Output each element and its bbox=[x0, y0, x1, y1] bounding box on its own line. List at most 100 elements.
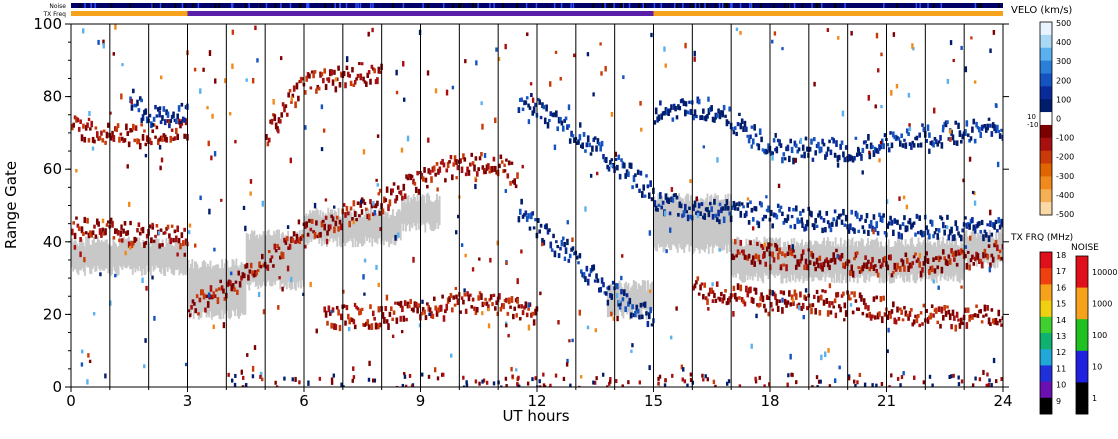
velocity-echo-cell bbox=[507, 160, 511, 166]
velocity-echo-cell bbox=[944, 259, 948, 266]
velocity-echo-cell bbox=[345, 205, 349, 212]
velocity-echo-cell bbox=[894, 268, 898, 272]
velocity-echo-cell bbox=[152, 123, 156, 127]
velocity-colorbar-swatch bbox=[1040, 163, 1052, 177]
ground-scatter-cell bbox=[951, 240, 954, 277]
ground-scatter-cell bbox=[237, 268, 240, 319]
velocity-echo-cell bbox=[911, 222, 915, 228]
velocity-echo-near-range bbox=[948, 374, 951, 379]
noise-strip-tick bbox=[622, 3, 624, 8]
ground-scatter-cell bbox=[867, 238, 869, 275]
velocity-echo-cell bbox=[514, 298, 518, 303]
velocity-echo-cell bbox=[721, 297, 725, 304]
velocity-echo-cell bbox=[140, 227, 143, 231]
ground-scatter-cell bbox=[164, 246, 167, 277]
noise-strip-tick bbox=[461, 3, 464, 8]
velocity-echo-scatter bbox=[244, 225, 247, 232]
velocity-echo-cell bbox=[159, 135, 163, 141]
velocity-echo-cell bbox=[399, 190, 403, 196]
velocity-echo-cell bbox=[288, 89, 292, 93]
velocity-echo-cell bbox=[334, 324, 338, 331]
velocity-echo-cell bbox=[665, 108, 669, 116]
velocity-echo-cell bbox=[713, 292, 716, 299]
velocity-echo-cell bbox=[779, 143, 783, 148]
velocity-echo-cell bbox=[359, 308, 363, 315]
velocity-echo-cell bbox=[930, 140, 934, 146]
velocity-echo-scatter bbox=[304, 125, 307, 130]
ground-scatter-cell bbox=[129, 240, 132, 270]
txfreq-segment-1 bbox=[187, 11, 654, 16]
velocity-echo-cell bbox=[897, 231, 901, 239]
velocity-echo-cell bbox=[600, 277, 604, 284]
velocity-echo-cell bbox=[353, 79, 357, 85]
ground-scatter-cell bbox=[974, 232, 977, 263]
velocity-echo-cell bbox=[940, 216, 944, 221]
noise-strip-tick bbox=[427, 3, 429, 8]
velocity-echo-cell bbox=[904, 142, 908, 149]
velocity-echo-cell bbox=[125, 231, 128, 236]
ground-scatter-cell bbox=[993, 239, 996, 269]
velocity-echo-near-range bbox=[638, 380, 642, 385]
velocity-echo-cell bbox=[272, 113, 275, 117]
velocity-echo-cell bbox=[954, 324, 958, 332]
velocity-echo-scatter bbox=[421, 299, 424, 304]
velocity-echo-cell bbox=[908, 262, 912, 269]
velocity-echo-scatter bbox=[487, 323, 491, 329]
velocity-echo-cell bbox=[389, 306, 393, 312]
velocity-echo-cell bbox=[733, 239, 737, 245]
velocity-echo-near-range bbox=[664, 378, 667, 383]
ground-scatter-cell bbox=[784, 241, 787, 279]
velocity-echo-cell bbox=[857, 148, 860, 156]
velocity-echo-scatter bbox=[879, 140, 883, 145]
velocity-echo-near-range bbox=[462, 385, 466, 387]
velocity-echo-cell bbox=[83, 216, 87, 224]
velocity-echo-cell bbox=[285, 112, 289, 117]
velocity-echo-cell bbox=[259, 264, 263, 269]
velocity-echo-cell bbox=[284, 104, 288, 109]
velocity-echo-scatter bbox=[562, 376, 566, 382]
y-tick-label: 60 bbox=[43, 160, 62, 178]
velocity-echo-cell bbox=[717, 209, 720, 217]
velocity-echo-cell bbox=[911, 140, 915, 145]
ground-scatter-cell bbox=[195, 261, 198, 313]
velocity-echo-cell bbox=[803, 226, 806, 232]
noise-strip-tick bbox=[611, 3, 613, 8]
velocity-echo-cell bbox=[351, 318, 354, 323]
velocity-echo-scatter bbox=[960, 285, 963, 289]
ground-scatter-cell bbox=[873, 240, 876, 277]
velocity-echo-cell bbox=[353, 324, 357, 330]
y-axis-label: Range Gate bbox=[2, 161, 20, 249]
velocity-echo-cell bbox=[871, 145, 874, 149]
ground-scatter-cell bbox=[700, 197, 702, 249]
velocity-echo-cell bbox=[757, 221, 761, 229]
velocity-echo-cell bbox=[385, 319, 389, 324]
velocity-echo-scatter bbox=[315, 328, 318, 334]
velocity-echo-scatter bbox=[436, 187, 439, 192]
velocity-echo-scatter bbox=[126, 164, 129, 169]
velocity-echo-cell bbox=[371, 310, 375, 317]
velocity-echo-cell bbox=[564, 247, 568, 255]
velocity-echo-cell bbox=[333, 226, 336, 234]
velocity-echo-cell bbox=[971, 314, 974, 320]
velocity-echo-cell bbox=[751, 138, 755, 145]
velocity-echo-cell bbox=[408, 173, 411, 178]
velocity-echo-cell bbox=[279, 119, 282, 124]
velocity-echo-cell bbox=[667, 109, 670, 117]
velocity-echo-cell bbox=[772, 257, 776, 263]
velocity-echo-scatter bbox=[696, 212, 700, 219]
velocity-echo-cell bbox=[116, 123, 120, 129]
velocity-colorbar-swatch bbox=[1040, 112, 1052, 126]
velocity-echo-cell bbox=[105, 223, 109, 227]
velocity-echo-near-range bbox=[816, 385, 819, 387]
velocity-echo-cell bbox=[507, 297, 511, 305]
velocity-echo-cell bbox=[793, 223, 797, 230]
velocity-echo-cell bbox=[751, 297, 755, 304]
velocity-echo-cell bbox=[144, 108, 148, 115]
velocity-echo-scatter bbox=[516, 278, 519, 285]
noise-strip-tick bbox=[489, 3, 491, 8]
velocity-echo-cell bbox=[156, 107, 160, 112]
velocity-echo-scatter bbox=[989, 209, 992, 216]
velocity-echo-cell bbox=[1000, 218, 1003, 226]
velocity-echo-cell bbox=[804, 136, 808, 141]
velocity-echo-scatter bbox=[141, 277, 144, 284]
